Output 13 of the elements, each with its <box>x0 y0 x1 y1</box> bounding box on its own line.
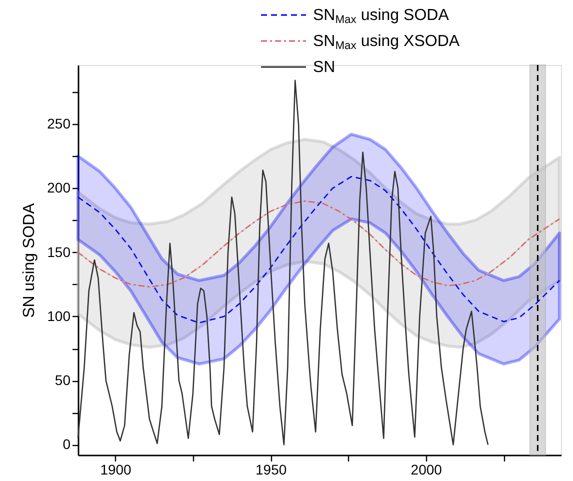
y-tick-label: 200 <box>47 180 71 196</box>
y-tick-label: 150 <box>47 244 71 260</box>
y-tick-label: 50 <box>54 372 71 388</box>
x-tick-label: 1950 <box>256 462 287 478</box>
x-tick-label: 2000 <box>410 462 442 478</box>
y-tick-label: 250 <box>47 116 71 132</box>
y-tick-label: 0 <box>62 436 71 452</box>
y-tick-label: 100 <box>47 308 71 324</box>
legend-label: SN <box>313 59 336 76</box>
y-axis-title: SN using SODA <box>21 202 38 318</box>
x-tick-label: 1900 <box>100 462 132 478</box>
line-series <box>77 176 560 324</box>
line-series <box>77 80 489 446</box>
